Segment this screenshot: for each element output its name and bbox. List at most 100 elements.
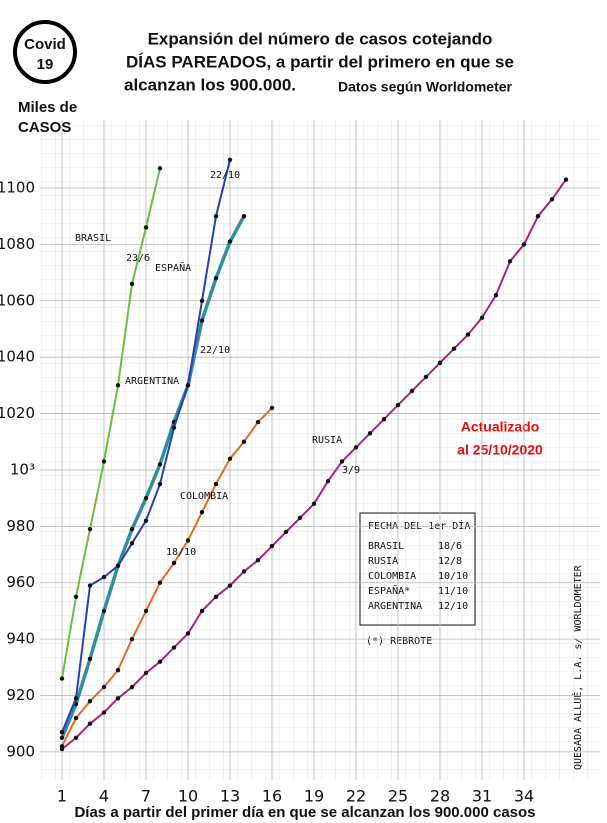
point [241, 439, 247, 444]
x-tick-label: 19 [304, 787, 324, 806]
point [87, 698, 93, 704]
point [101, 574, 107, 580]
legend-date: 11/10 [438, 586, 468, 597]
point [101, 710, 107, 715]
point [87, 721, 93, 726]
point [339, 459, 345, 464]
series-label: BRASIL [75, 233, 111, 244]
y-label: Miles de [18, 99, 77, 116]
point [241, 569, 247, 574]
legend-name: ESPAÑA* [368, 584, 410, 597]
y-tick-label: 920 [6, 686, 35, 704]
legend-title: FECHA DEL 1er DÍA [368, 519, 470, 532]
legend-box [359, 512, 476, 626]
point [283, 529, 289, 535]
point [171, 560, 177, 566]
point [157, 659, 163, 664]
point [87, 583, 93, 588]
point [129, 541, 135, 546]
point [213, 213, 219, 219]
y-tick-label: 1020 [0, 404, 35, 422]
x-tick-label: 1 [57, 787, 67, 806]
point [185, 631, 191, 636]
point [143, 495, 149, 501]
series-label: COLOMBIA [180, 491, 228, 502]
point [73, 696, 79, 701]
y-tick-label: 980 [6, 517, 35, 535]
point [129, 636, 135, 642]
point [297, 515, 303, 521]
y-tick-label: 1060 [0, 291, 35, 309]
x-tick-label: 34 [514, 787, 534, 806]
annotation: 18/10 [166, 547, 196, 558]
point [115, 383, 121, 388]
point [185, 538, 191, 543]
point [563, 177, 569, 182]
point [269, 543, 275, 549]
point [465, 332, 471, 337]
point [437, 360, 443, 366]
y-tick-label: 940 [6, 630, 35, 648]
y-tick-label: 1080 [0, 235, 35, 253]
title: Expansión del número de casos cotejando [148, 29, 493, 48]
point [255, 419, 261, 425]
x-tick-label: 25 [388, 787, 408, 806]
point [157, 481, 163, 487]
annotation: 3/9 [342, 465, 360, 476]
y-tick-label: 900 [6, 742, 35, 760]
point [311, 501, 317, 506]
point [451, 346, 457, 351]
series-line [61, 168, 161, 679]
title: alcanzan los 900.000. [124, 75, 296, 94]
legend-name: ARGENTINA [368, 601, 422, 612]
point [227, 157, 233, 162]
credit: QUESADA ALLUÉ, L.A. s/ WORLDOMETER [571, 564, 584, 770]
point [213, 276, 219, 281]
footnote: (*) REBROTE [366, 636, 432, 647]
point [59, 676, 65, 681]
point [255, 557, 261, 563]
point [325, 479, 331, 484]
point [115, 696, 121, 701]
point [59, 729, 65, 735]
point [269, 405, 275, 411]
point [59, 735, 65, 741]
x-tick-label: 10 [178, 787, 198, 806]
point [101, 684, 107, 690]
point [199, 510, 205, 515]
point [143, 518, 149, 523]
point [493, 292, 499, 298]
y-tick-label: 1040 [0, 348, 35, 366]
series-label: ESPAÑA [155, 261, 191, 274]
annotation: 22/10 [210, 170, 240, 181]
point [381, 416, 387, 422]
point [423, 374, 429, 380]
point [59, 744, 65, 749]
point [87, 656, 93, 662]
point [199, 608, 205, 614]
point [115, 667, 121, 673]
point [73, 735, 79, 741]
legend-name: COLOMBIA [368, 571, 416, 582]
y-label: CASOS [18, 119, 71, 136]
x-tick-label: 16 [262, 787, 282, 806]
updated: Actualizado [461, 419, 540, 435]
point [241, 213, 247, 219]
badge-circle [13, 20, 77, 84]
point [129, 684, 135, 690]
badge: Covid [24, 36, 66, 53]
legend-date: 18/6 [438, 541, 462, 552]
point [129, 281, 135, 287]
point [549, 197, 555, 202]
updated: al 25/10/2020 [457, 442, 543, 458]
graph-paper [40, 120, 600, 780]
x-tick-label: 4 [99, 787, 109, 806]
point [129, 526, 135, 532]
point [213, 481, 219, 487]
legend-name: BRASIL [368, 541, 404, 552]
legend-date: 12/8 [438, 556, 462, 567]
series-label: RUSIA [312, 435, 342, 446]
point [73, 715, 79, 721]
x-tick-label: 22 [346, 787, 366, 806]
